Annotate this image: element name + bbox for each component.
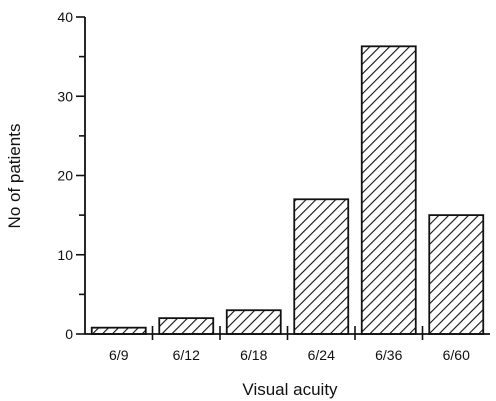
bar-6-60	[428, 214, 485, 335]
bar-6-36	[360, 45, 417, 335]
x-tick-label: 6/24	[308, 347, 335, 363]
x-tick-label: 6/9	[109, 347, 129, 363]
y-tick-label: 20	[57, 168, 73, 184]
y-tick-label: 0	[65, 326, 73, 342]
bars-group	[90, 45, 485, 335]
bar-6-9	[90, 326, 147, 335]
x-tick-label: 6/36	[375, 347, 402, 363]
y-tick-label: 30	[57, 88, 73, 104]
axes-group	[76, 16, 490, 340]
y-tick-label: 40	[57, 9, 73, 25]
bar-6-18	[225, 309, 282, 335]
bar-6-12	[158, 317, 215, 335]
x-axis-title: Visual acuity	[242, 380, 338, 399]
x-tick-label: 6/12	[173, 347, 200, 363]
x-tick-label: 6/60	[443, 347, 470, 363]
y-tick-label: 10	[57, 247, 73, 263]
x-tick-label: 6/18	[240, 347, 267, 363]
y-axis-title: No of patients	[5, 124, 24, 229]
bar-6-24	[293, 198, 350, 335]
y-tick-labels: 0 10 20 30 40	[57, 9, 73, 342]
x-tick-labels: 6/9 6/12 6/18 6/24 6/36 6/60	[109, 347, 470, 363]
